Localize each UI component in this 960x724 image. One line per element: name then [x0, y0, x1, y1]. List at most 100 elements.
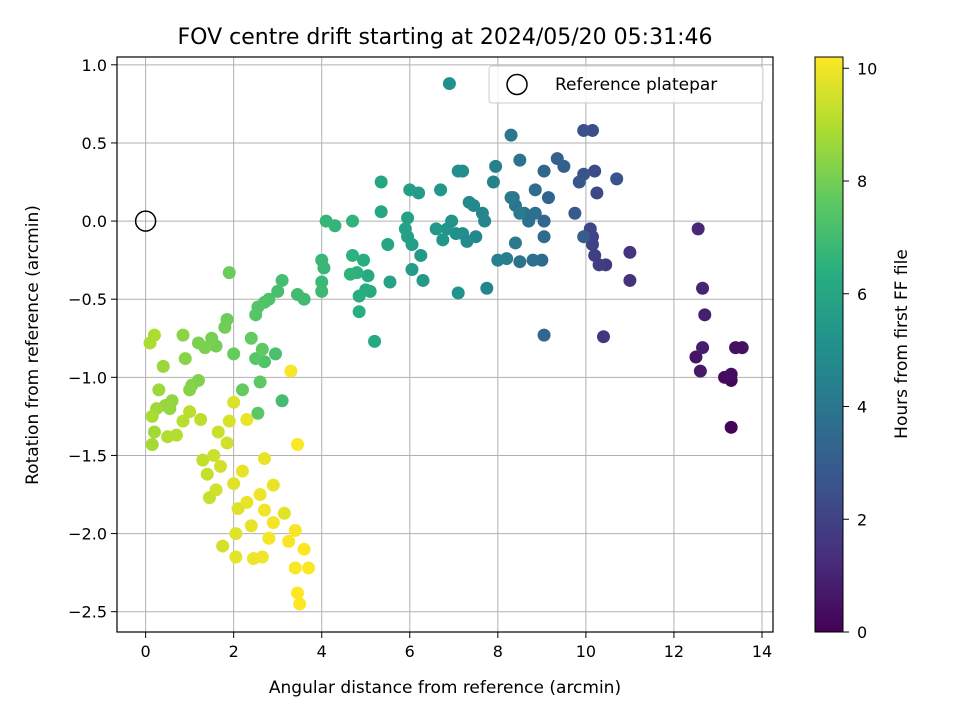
data-point	[480, 281, 494, 295]
data-point	[568, 206, 582, 220]
legend-reference-marker	[506, 73, 528, 96]
data-point	[374, 205, 388, 219]
data-point	[572, 175, 586, 189]
data-point	[735, 341, 749, 355]
data-point	[405, 263, 419, 276]
data-points	[143, 77, 749, 611]
x-tick-label: 10	[576, 642, 596, 661]
data-point	[451, 286, 465, 300]
x-axis-label: Angular distance from reference (arcmin)	[269, 678, 621, 698]
data-point	[291, 438, 305, 451]
data-point	[288, 561, 302, 575]
data-point	[724, 367, 738, 381]
data-point	[357, 253, 371, 267]
grid-lines	[117, 57, 773, 632]
data-point	[194, 413, 208, 426]
data-point	[227, 395, 241, 409]
data-point	[257, 503, 271, 517]
data-point	[696, 281, 710, 295]
colorbar-tick-label: 8	[857, 172, 867, 191]
data-point	[213, 459, 227, 473]
data-point	[416, 273, 430, 287]
data-point	[191, 336, 205, 350]
y-tick-label: 0.5	[82, 134, 107, 153]
y-axis-ticks: −2.5 −2.0 −1.5 −1.0 −0.5 0.0 0.5 1.0	[68, 56, 117, 622]
data-point	[315, 284, 329, 298]
data-point	[513, 153, 527, 167]
data-point	[147, 425, 161, 439]
colorbar-ticks: 0 2 4 6 8 10	[843, 59, 877, 642]
data-point	[541, 191, 555, 205]
data-point	[277, 506, 291, 520]
x-tick-label: 8	[493, 642, 503, 661]
x-tick-label: 14	[752, 642, 772, 661]
legend-box	[488, 65, 764, 104]
colorbar-tick-label: 2	[857, 510, 867, 529]
data-point	[145, 409, 159, 423]
data-point	[623, 273, 637, 287]
data-point	[222, 266, 236, 280]
y-tick-label: −0.5	[68, 290, 107, 309]
data-point	[297, 542, 311, 556]
data-point	[577, 230, 591, 244]
data-point	[475, 206, 489, 220]
data-point	[462, 195, 476, 209]
data-point	[196, 453, 210, 467]
data-point	[302, 561, 316, 575]
data-point	[610, 172, 624, 186]
data-point	[429, 222, 443, 236]
y-tick-label: −1.5	[68, 446, 107, 465]
data-point	[235, 464, 249, 478]
data-point	[240, 413, 254, 426]
y-axis-label: Rotation from reference (arcmin)	[23, 205, 43, 485]
data-point	[346, 248, 360, 262]
x-tick-label: 12	[664, 642, 684, 661]
colorbar-tick-label: 6	[857, 285, 867, 304]
data-point	[368, 334, 382, 348]
data-point	[209, 483, 223, 497]
colorbar	[814, 56, 844, 633]
data-point	[537, 328, 551, 342]
data-point	[249, 308, 263, 322]
colorbar-tick-label: 10	[857, 59, 877, 78]
y-tick-label: −2.5	[68, 603, 107, 622]
data-point	[537, 230, 551, 244]
data-point	[227, 477, 241, 491]
data-point	[374, 175, 388, 189]
data-point	[211, 425, 225, 439]
data-point	[698, 308, 712, 322]
data-point	[577, 123, 591, 137]
data-point	[401, 211, 415, 225]
data-point	[291, 586, 305, 600]
data-point	[724, 420, 738, 434]
data-point	[216, 539, 230, 553]
data-point	[346, 214, 360, 228]
chart-title: FOV centre drift starting at 2024/05/20 …	[178, 25, 713, 50]
data-point	[343, 267, 357, 281]
data-point	[491, 253, 505, 267]
data-point	[537, 164, 551, 178]
data-point	[361, 269, 375, 283]
data-point	[436, 233, 450, 247]
data-point	[315, 253, 329, 267]
data-point	[200, 467, 214, 481]
data-point	[596, 330, 610, 344]
data-point	[486, 175, 500, 189]
y-tick-label: −1.0	[68, 368, 107, 387]
data-point	[266, 478, 280, 492]
data-point	[218, 320, 232, 334]
data-point	[383, 275, 397, 289]
colorbar-label: Hours from first FF file	[892, 249, 912, 439]
data-point	[352, 305, 366, 319]
data-point	[152, 383, 166, 397]
data-point	[156, 359, 170, 373]
plot-frame	[116, 56, 774, 633]
data-point	[513, 206, 527, 220]
data-point	[403, 183, 417, 197]
data-point	[504, 128, 518, 142]
data-point	[528, 183, 542, 197]
data-point	[183, 383, 197, 397]
data-point	[440, 222, 454, 236]
reference-marker-layer	[134, 210, 157, 232]
data-point	[434, 183, 448, 197]
